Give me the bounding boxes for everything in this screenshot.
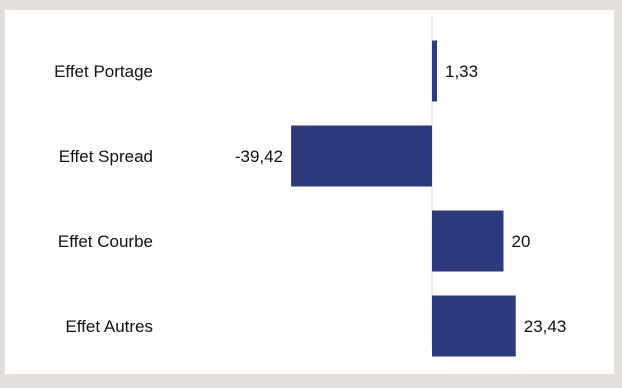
data-label: 1,33 [445, 62, 478, 81]
category-label: Effet Spread [59, 147, 153, 166]
bar [291, 125, 432, 187]
category-label: Effet Courbe [58, 232, 153, 251]
chart-panel: Effet Portage 1,33 Effet Spread -39,42 Effet… [5, 10, 614, 374]
data-label: 23,43 [524, 317, 567, 336]
bar [432, 210, 504, 272]
data-label: 20 [512, 232, 531, 251]
bar [432, 40, 437, 102]
bar-chart: Effet Portage 1,33 Effet Spread -39,42 Effet… [54, 16, 567, 357]
bar [432, 295, 516, 357]
data-label: -39,42 [235, 147, 283, 166]
category-label: Effet Autres [65, 317, 153, 336]
category-label: Effet Portage [54, 62, 153, 81]
